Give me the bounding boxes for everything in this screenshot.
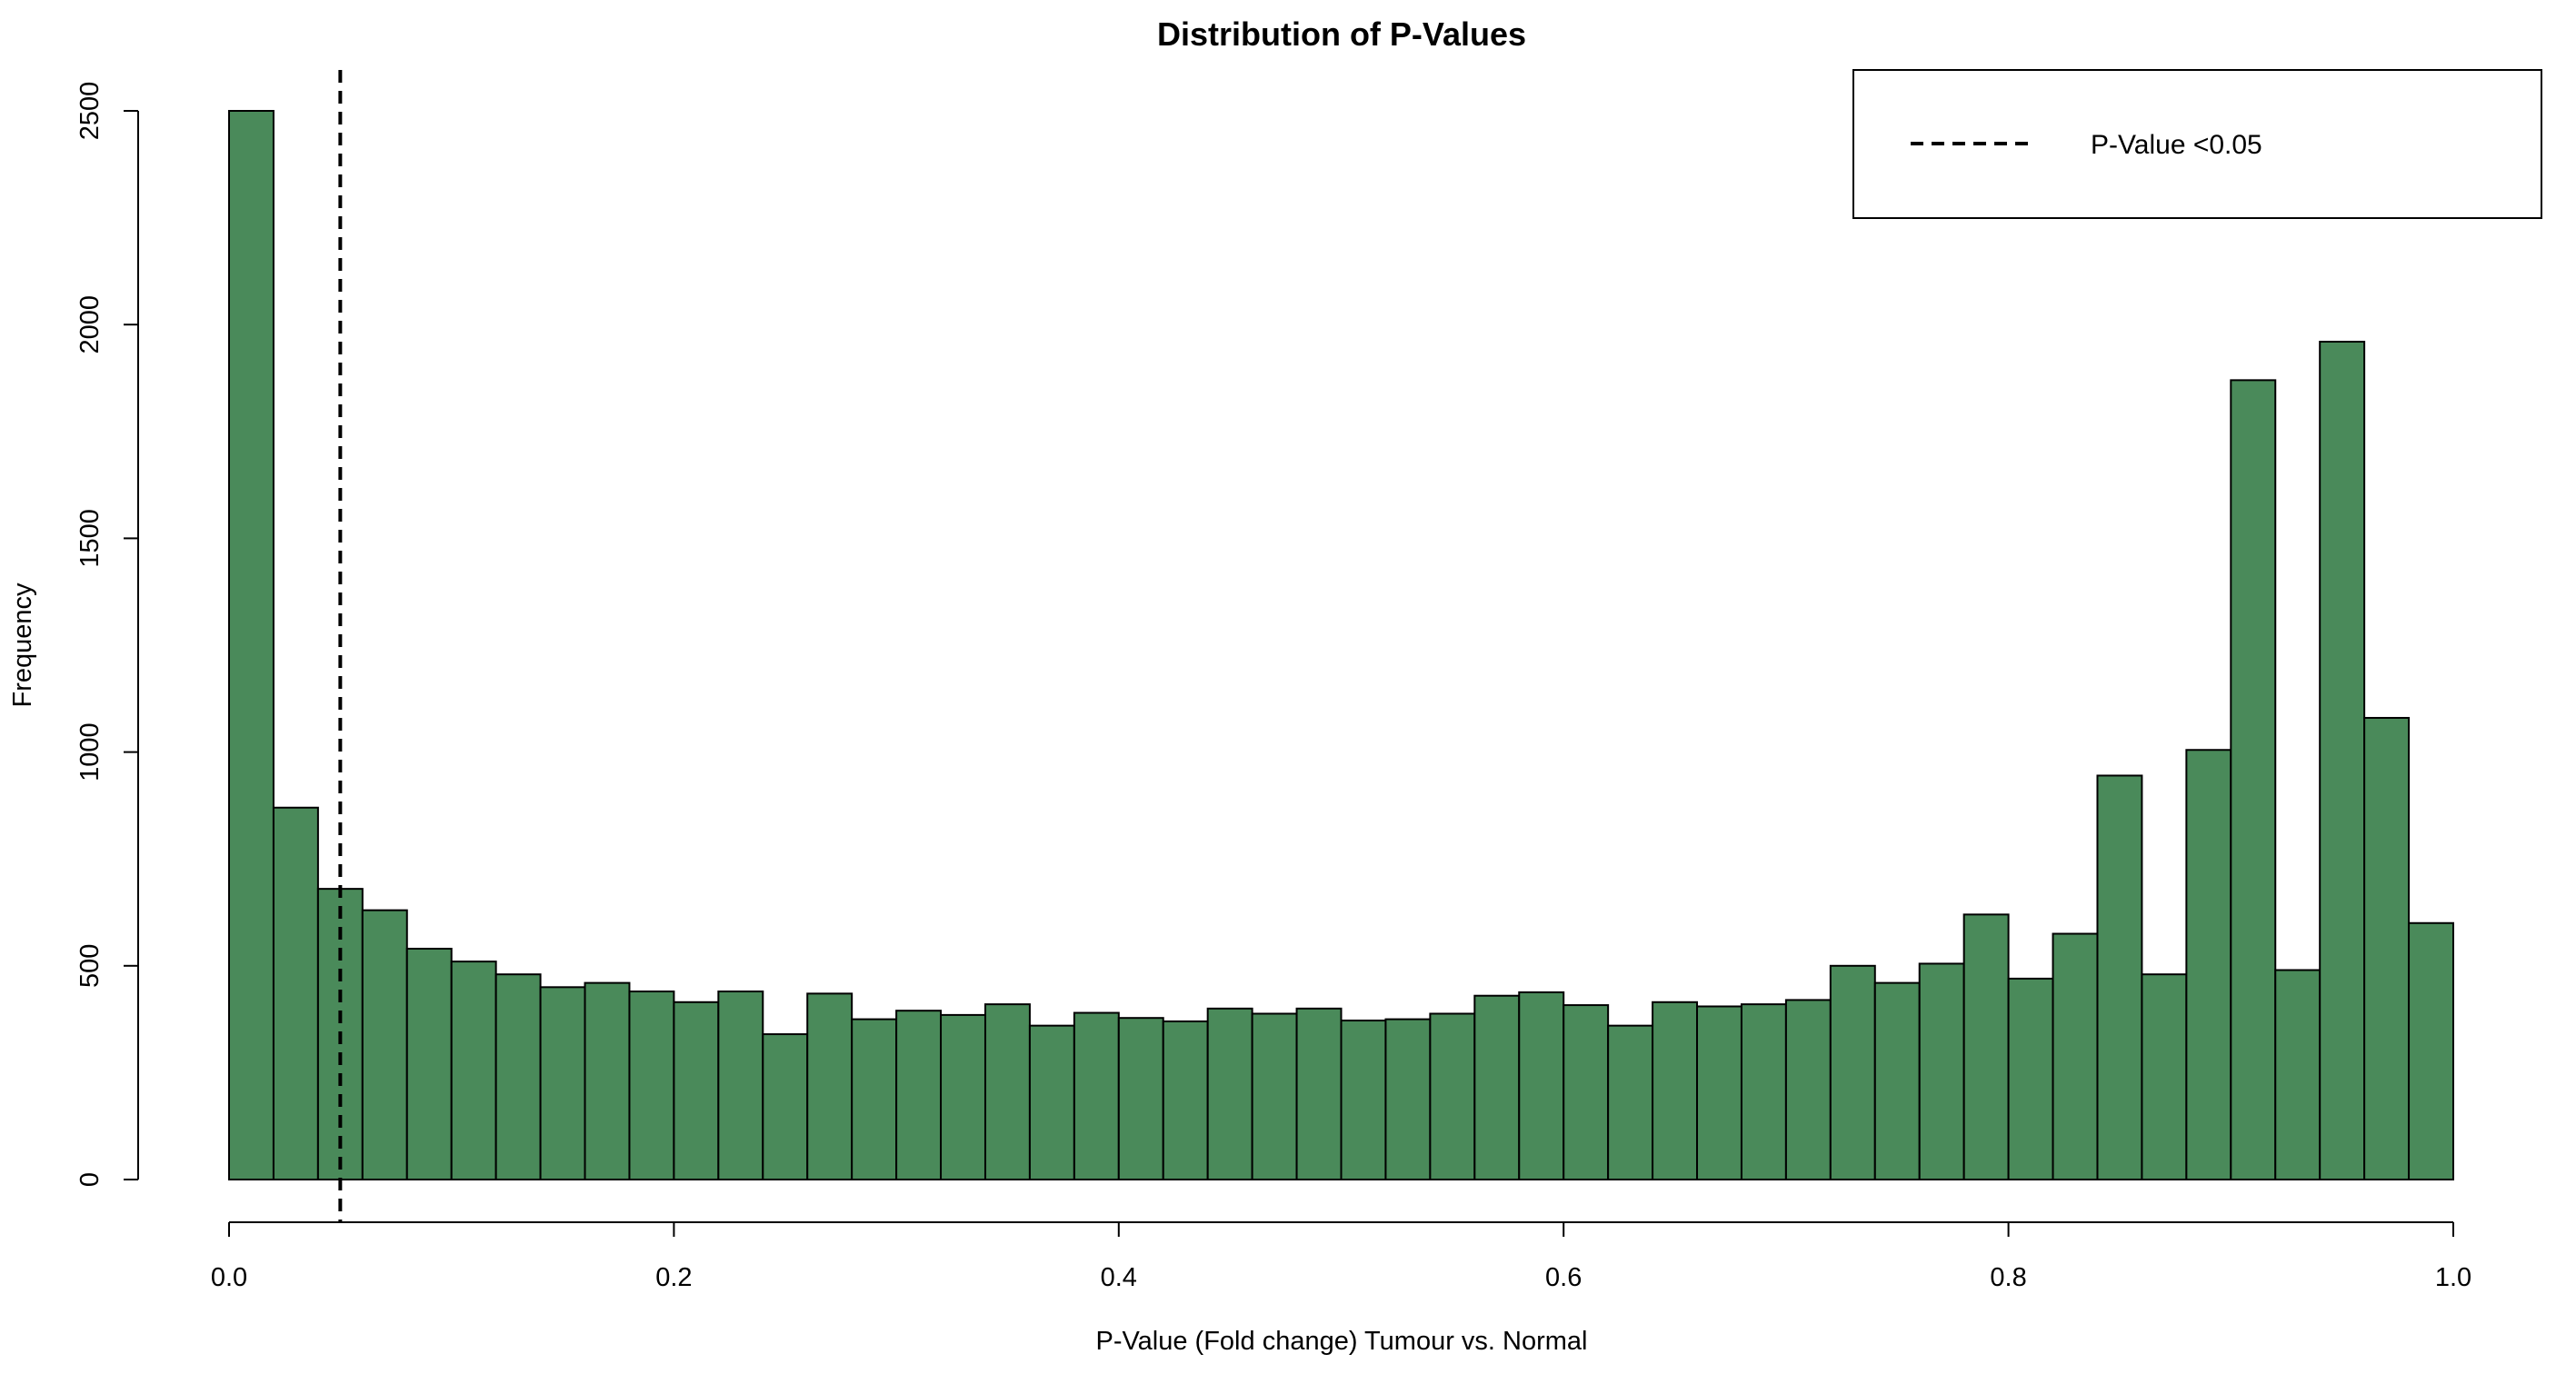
x-tick-label: 0.4 [1101, 1263, 1137, 1292]
histogram-bar [1696, 1005, 1742, 1181]
histogram-bar [405, 947, 453, 1181]
histogram-bar [983, 1003, 1031, 1180]
histogram-bar [1473, 994, 1521, 1181]
histogram-bar [2408, 921, 2455, 1180]
histogram-bar [1652, 1001, 1699, 1181]
x-tick-label: 0.2 [655, 1263, 692, 1292]
x-tick-label: 0.0 [211, 1263, 247, 1292]
histogram-bar [272, 806, 319, 1180]
histogram-bar [1873, 981, 1921, 1180]
x-axis: 0.0 0.2 0.4 0.6 0.8 1.0 [211, 1221, 2471, 1292]
y-axis-label: Frequency [8, 582, 37, 708]
legend-box [1852, 69, 2542, 219]
histogram-bar [2230, 379, 2277, 1180]
histogram-bar [228, 110, 275, 1180]
histogram-bar [1073, 1011, 1120, 1180]
histogram-bar [2007, 977, 2054, 1180]
histogram-bar [1563, 1004, 1610, 1180]
histogram-bar [1340, 1020, 1387, 1181]
histogram-bar [1028, 1024, 1075, 1180]
histogram-bar [1962, 913, 2010, 1180]
bars-group [228, 110, 2455, 1181]
histogram-bar [762, 1033, 809, 1180]
histogram-bar [1429, 1012, 1476, 1180]
histogram-bar [1206, 1007, 1253, 1180]
histogram-bar [494, 973, 542, 1181]
histogram-bar [1162, 1020, 1209, 1181]
y-tick-label: 2500 [75, 82, 105, 141]
x-tick-label: 0.6 [1545, 1263, 1582, 1292]
histogram-bar [2052, 932, 2099, 1181]
legend-entry-label: P-Value <0.05 [2091, 130, 2262, 160]
histogram-bar [584, 981, 631, 1180]
y-tick-label: 2000 [75, 295, 105, 354]
y-tick-label: 1000 [75, 722, 105, 782]
y-tick-label: 0 [75, 1172, 105, 1187]
histogram-bar [2141, 973, 2188, 1181]
histogram-bar [673, 1001, 720, 1181]
histogram-bar [2363, 716, 2411, 1181]
histogram-bar [851, 1018, 898, 1180]
histogram-bar [717, 991, 764, 1181]
histogram-bar [539, 986, 586, 1180]
x-axis-label: P-Value (Fold change) Tumour vs. Normal [1095, 1327, 1587, 1356]
histogram-bar [1295, 1007, 1343, 1180]
histogram-bar [1918, 962, 1965, 1180]
histogram-bar [1251, 1012, 1298, 1180]
x-tick-label: 1.0 [2435, 1263, 2471, 1292]
histogram-bar [2274, 969, 2321, 1181]
histogram-bar [450, 961, 497, 1180]
histogram-bar [1607, 1024, 1654, 1180]
y-tick-label: 500 [75, 944, 105, 988]
y-tick-label: 1500 [75, 509, 105, 568]
histogram-bar [1117, 1017, 1164, 1181]
histogram-bar [2096, 774, 2143, 1180]
histogram-bar [1829, 964, 1876, 1181]
chart-title: Distribution of P-Values [1157, 15, 1526, 53]
y-axis: 0 500 1000 1500 2000 2500 [75, 82, 139, 1187]
histogram-bar [2185, 749, 2232, 1180]
histogram-bar [806, 992, 854, 1180]
x-tick-label: 0.8 [1990, 1263, 2026, 1292]
histogram-bar [361, 909, 408, 1180]
histogram-bar [1518, 991, 1565, 1181]
histogram-bar [940, 1013, 986, 1180]
histogram-bar [2319, 341, 2366, 1180]
histogram-bar [1740, 1003, 1787, 1180]
legend: P-Value <0.05 [1852, 69, 2542, 219]
histogram-bar [1384, 1018, 1432, 1180]
histogram-bar [1784, 999, 1832, 1180]
histogram-bar [628, 991, 675, 1181]
histogram-bar [895, 1010, 943, 1181]
